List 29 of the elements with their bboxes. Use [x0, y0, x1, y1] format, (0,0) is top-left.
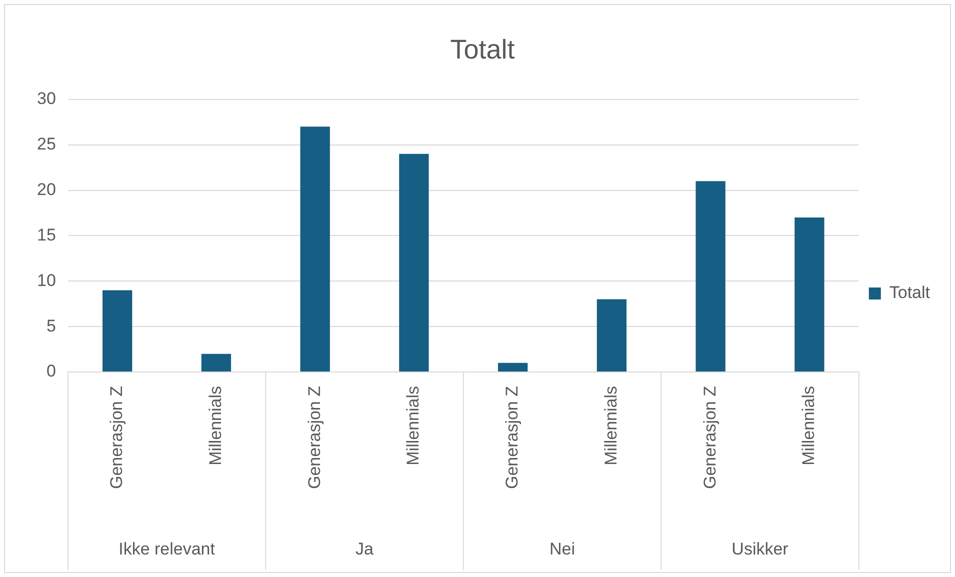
x-tick-label: Millennials	[206, 386, 225, 466]
text: Ikke relevant	[118, 540, 216, 559]
bar	[300, 126, 330, 372]
x-tick-label: Generasjon Z	[107, 386, 126, 489]
bar	[596, 299, 627, 372]
x-tick-label: Millennials	[601, 386, 620, 466]
bar	[696, 181, 726, 372]
x-tick-label: Millennials	[799, 386, 818, 466]
y-tick-label: 10	[36, 270, 56, 290]
bar	[399, 154, 429, 372]
x-tick-label: Generasjon Z	[304, 386, 324, 489]
x-tick-label: Generasjon Z	[502, 386, 522, 489]
legend-label: Totalt	[889, 283, 930, 302]
x-tick-label: Millennials	[404, 386, 423, 466]
y-tick-label: 5	[46, 316, 56, 336]
bar	[201, 354, 232, 372]
y-tick-label: 25	[36, 134, 56, 154]
y-tick-label: 0	[46, 362, 56, 381]
bar	[794, 218, 824, 372]
text: Ja	[356, 540, 374, 559]
chart-title: Totalt	[450, 34, 516, 65]
y-tick-label: 30	[36, 89, 56, 108]
text: Usikker	[732, 540, 789, 559]
y-tick-label: 15	[36, 225, 56, 244]
text: Nei	[550, 540, 576, 559]
x-tick-label: Generasjon Z	[700, 386, 720, 489]
y-tick-label: 20	[36, 180, 56, 199]
bar	[498, 362, 528, 372]
bar	[102, 290, 132, 372]
